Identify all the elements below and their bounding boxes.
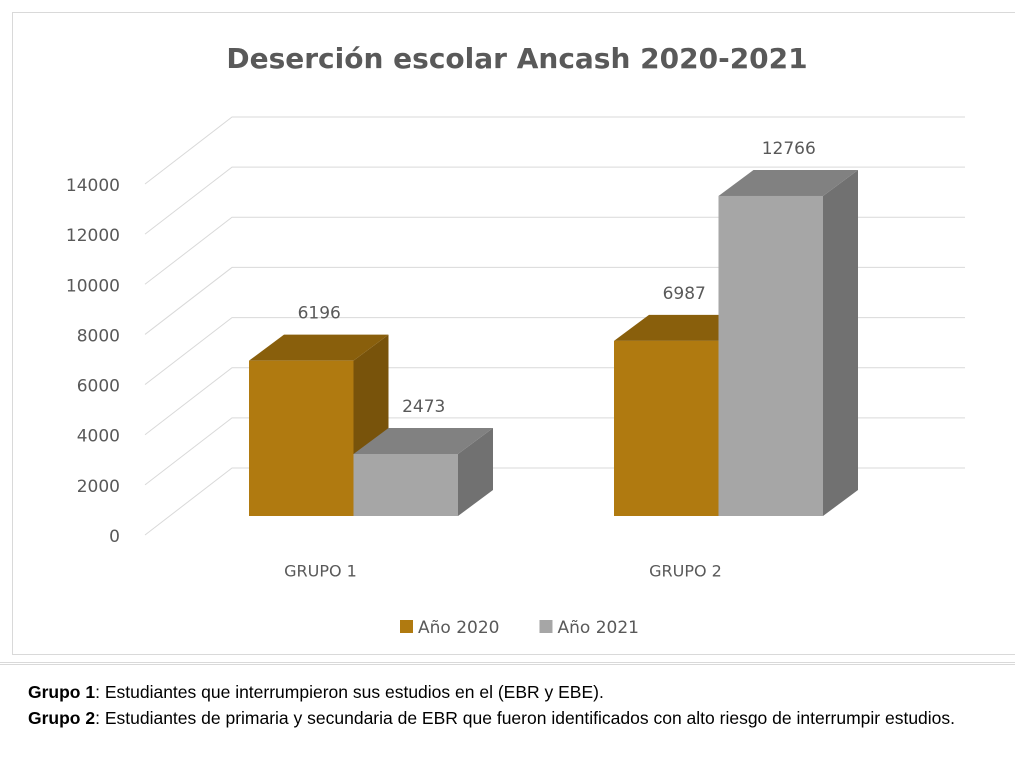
bar — [353, 453, 458, 516]
note: Grupo 1: Estudiantes que interrumpieron … — [28, 679, 1005, 705]
legend-label: Año 2021 — [557, 618, 638, 638]
note-text: : Estudiantes que interrumpieron sus est… — [95, 682, 604, 702]
bar-side — [823, 169, 858, 516]
y-tick-label: 4000 — [77, 427, 120, 447]
note-label: Grupo 1 — [28, 682, 96, 702]
y-tick-label: 10000 — [66, 276, 120, 296]
x-tick-label: GRUPO 2 — [649, 562, 722, 581]
bar-top — [718, 169, 858, 196]
value-label: 12766 — [762, 139, 816, 159]
chart-title: Deserción escolar Ancash 2020-2021 — [226, 42, 807, 75]
note-text: : Estudiantes de primaria y secundaria d… — [95, 708, 956, 728]
note: Grupo 2: Estudiantes de primaria y secun… — [28, 705, 1005, 731]
y-tick-label: 12000 — [66, 226, 120, 246]
notes: Grupo 1: Estudiantes que interrumpieron … — [0, 662, 1015, 771]
y-tick-label: 6000 — [77, 377, 120, 397]
grid-line — [144, 166, 965, 235]
y-tick-label: 0 — [109, 527, 120, 547]
bar-side — [458, 427, 493, 516]
note-label: Grupo 2 — [28, 708, 96, 728]
value-label: 2473 — [402, 397, 445, 417]
bar — [249, 360, 354, 516]
y-tick-label: 8000 — [77, 326, 120, 346]
legend-label: Año 2020 — [418, 618, 499, 638]
bar-top — [249, 334, 389, 361]
bar-top — [353, 427, 493, 454]
legend-swatch — [400, 620, 413, 633]
bar — [718, 195, 823, 516]
y-tick-label: 2000 — [77, 477, 120, 497]
value-label: 6987 — [663, 284, 706, 304]
value-label: 6196 — [298, 304, 341, 324]
legend-swatch — [539, 620, 553, 633]
grid-line — [144, 116, 965, 185]
x-tick-label: GRUPO 1 — [284, 562, 357, 581]
chart-border — [12, 12, 1015, 655]
y-tick-label: 14000 — [66, 176, 120, 196]
bar — [614, 340, 719, 516]
chart: Deserción escolar Ancash 2020-2021 0 2000… — [12, 12, 1015, 655]
